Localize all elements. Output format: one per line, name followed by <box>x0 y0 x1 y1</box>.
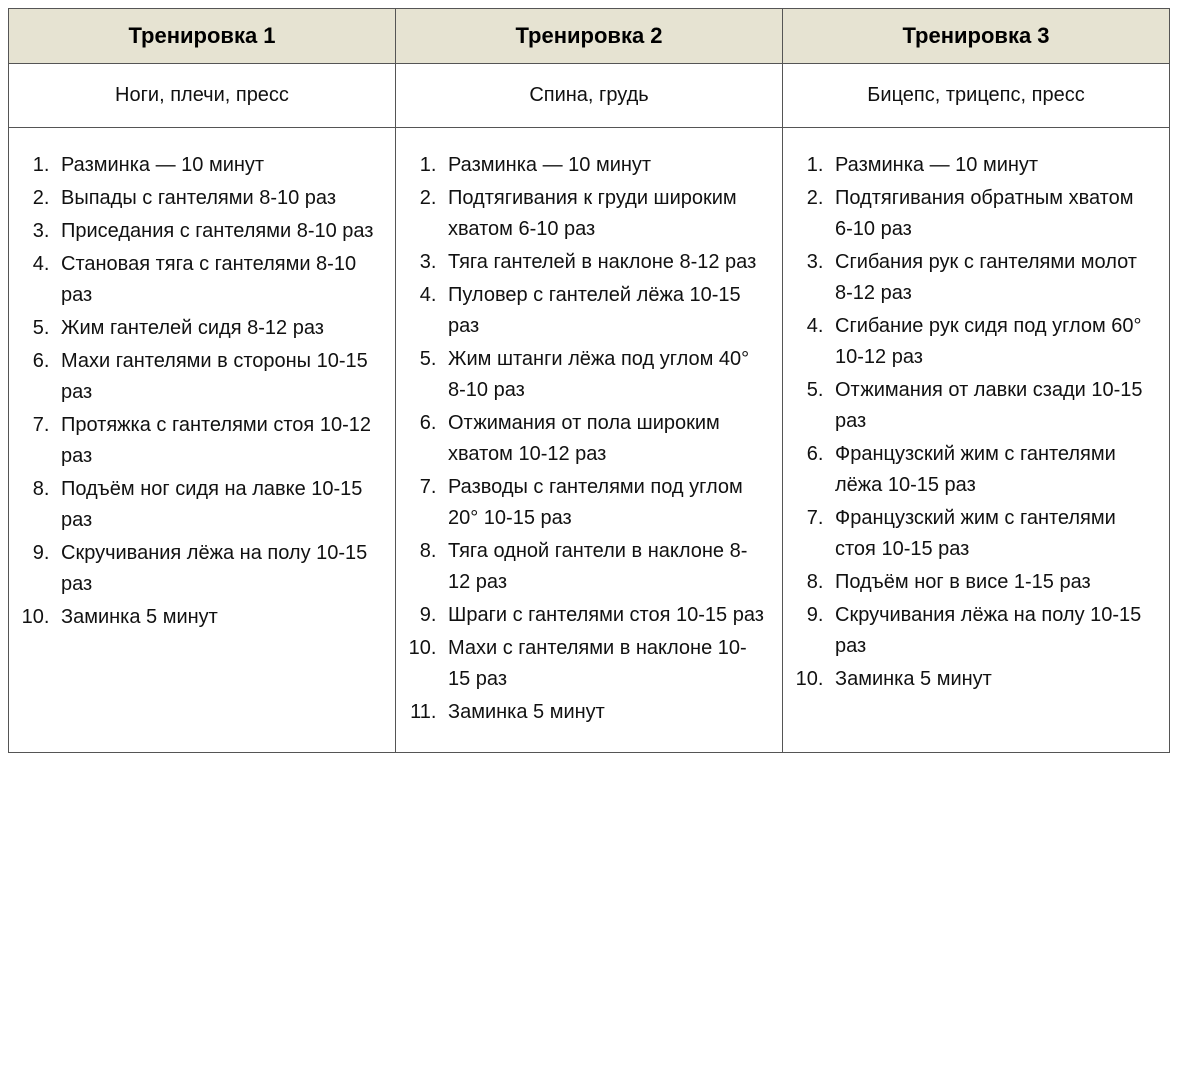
exercise-item: Подъём ног в висе 1-15 раз <box>829 567 1155 598</box>
exercise-item: Тяга гантелей в наклоне 8-12 раз <box>442 247 768 278</box>
exercise-item: Шраги с гантелями стоя 10-15 раз <box>442 600 768 631</box>
exercise-list-1: Разминка — 10 минутВыпады с гантелями 8-… <box>23 150 381 633</box>
exercise-item: Разминка — 10 минут <box>442 150 768 181</box>
exercise-item: Скручивания лёжа на полу 10-15 раз <box>55 538 381 600</box>
exercise-item: Жим штанги лёжа под углом 40° 8-10 раз <box>442 344 768 406</box>
exercise-item: Заминка 5 минут <box>829 664 1155 695</box>
exercise-item: Сгибание рук сидя под углом 60° 10-12 ра… <box>829 311 1155 373</box>
col-header-2: Тренировка 2 <box>396 9 783 64</box>
exercise-item: Протяжка с гантелями стоя 10-12 раз <box>55 410 381 472</box>
exercise-item: Скручивания лёжа на полу 10-15 раз <box>829 600 1155 662</box>
col-subtitle-1: Ноги, плечи, пресс <box>9 64 396 128</box>
exercise-item: Разминка — 10 минут <box>829 150 1155 181</box>
exercise-item: Подтягивания к груди широким хватом 6-10… <box>442 183 768 245</box>
col-content-3: Разминка — 10 минутПодтягивания обратным… <box>783 128 1170 753</box>
exercise-item: Махи с гантелями в наклоне 10-15 раз <box>442 633 768 695</box>
exercise-item: Пуловер с гантелей лёжа 10-15 раз <box>442 280 768 342</box>
exercise-list-2: Разминка — 10 минутПодтягивания к груди … <box>410 150 768 728</box>
header-row: Тренировка 1 Тренировка 2 Тренировка 3 <box>9 9 1170 64</box>
subtitle-row: Ноги, плечи, пресс Спина, грудь Бицепс, … <box>9 64 1170 128</box>
col-subtitle-2: Спина, грудь <box>396 64 783 128</box>
exercise-item: Отжимания от пола широким хватом 10-12 р… <box>442 408 768 470</box>
exercise-item: Приседания с гантелями 8-10 раз <box>55 216 381 247</box>
exercise-item: Тяга одной гантели в наклоне 8-12 раз <box>442 536 768 598</box>
exercise-item: Французский жим с гантелями лёжа 10-15 р… <box>829 439 1155 501</box>
exercise-item: Отжимания от лавки сзади 10-15 раз <box>829 375 1155 437</box>
exercise-item: Заминка 5 минут <box>442 697 768 728</box>
exercise-item: Заминка 5 минут <box>55 602 381 633</box>
content-row: Разминка — 10 минутВыпады с гантелями 8-… <box>9 128 1170 753</box>
exercise-item: Разводы с гантелями под углом 20° 10-15 … <box>442 472 768 534</box>
exercise-item: Французский жим с гантелями стоя 10-15 р… <box>829 503 1155 565</box>
col-content-2: Разминка — 10 минутПодтягивания к груди … <box>396 128 783 753</box>
col-subtitle-3: Бицепс, трицепс, пресс <box>783 64 1170 128</box>
col-content-1: Разминка — 10 минутВыпады с гантелями 8-… <box>9 128 396 753</box>
exercise-item: Подтягивания обратным хватом 6-10 раз <box>829 183 1155 245</box>
exercise-item: Подъём ног сидя на лавке 10-15 раз <box>55 474 381 536</box>
col-header-1: Тренировка 1 <box>9 9 396 64</box>
exercise-list-3: Разминка — 10 минутПодтягивания обратным… <box>797 150 1155 695</box>
exercise-item: Выпады с гантелями 8-10 раз <box>55 183 381 214</box>
exercise-item: Жим гантелей сидя 8-12 раз <box>55 313 381 344</box>
exercise-item: Становая тяга с гантелями 8-10 раз <box>55 249 381 311</box>
col-header-3: Тренировка 3 <box>783 9 1170 64</box>
exercise-item: Разминка — 10 минут <box>55 150 381 181</box>
exercise-item: Махи гантелями в стороны 10-15 раз <box>55 346 381 408</box>
workout-table: Тренировка 1 Тренировка 2 Тренировка 3 Н… <box>8 8 1170 753</box>
exercise-item: Сгибания рук с гантелями молот 8-12 раз <box>829 247 1155 309</box>
